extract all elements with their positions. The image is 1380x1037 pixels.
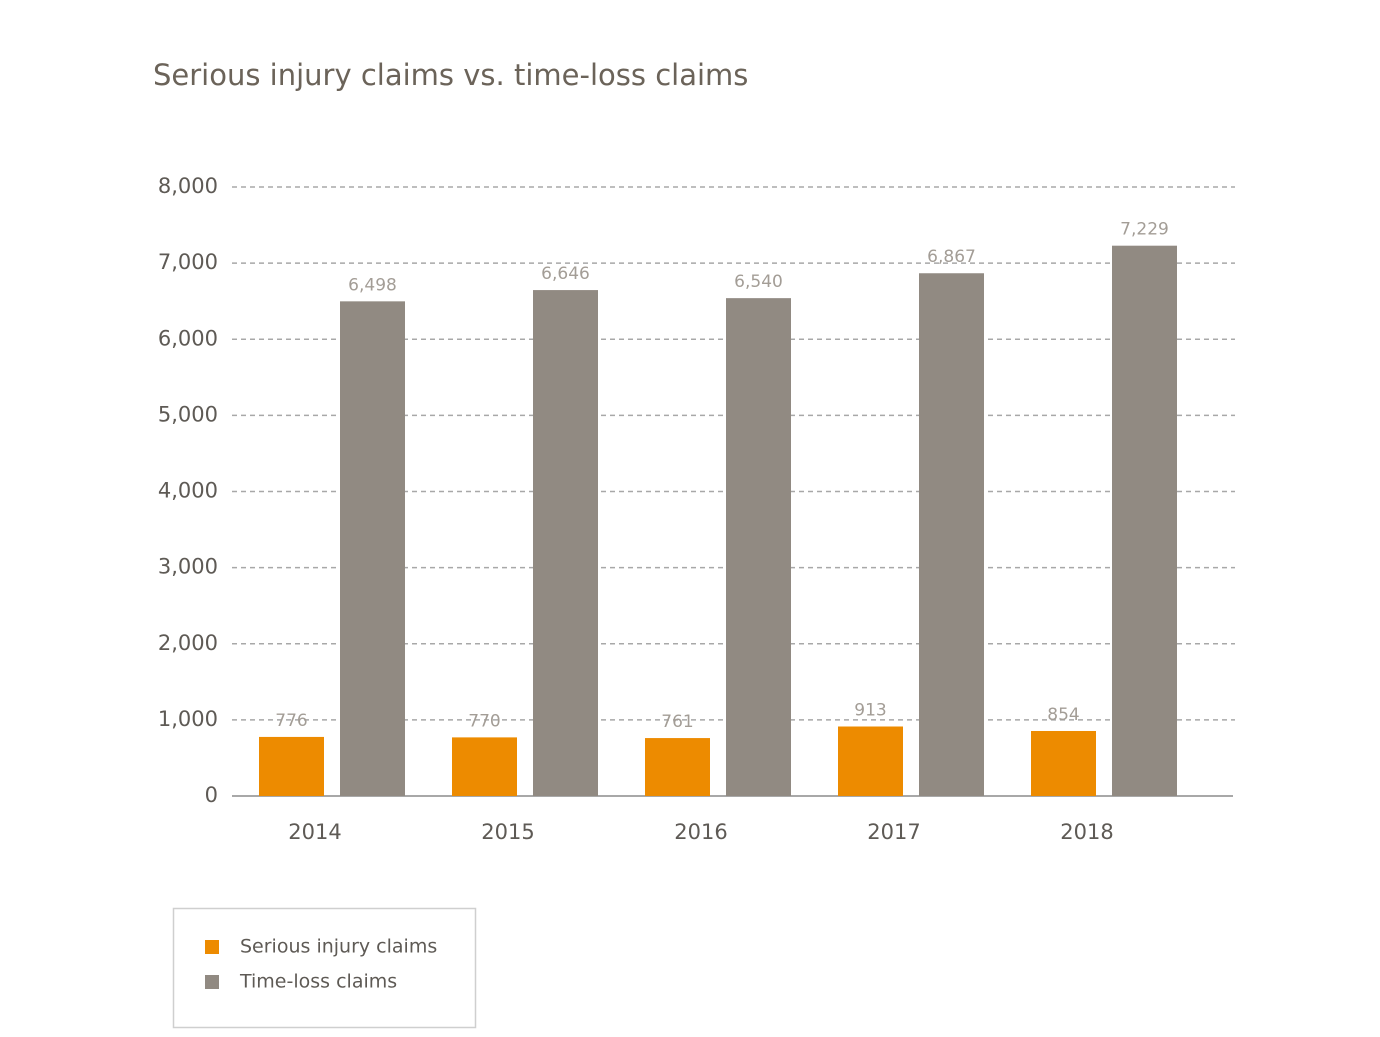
bar (838, 726, 903, 796)
legend-swatch (205, 975, 219, 989)
bar (1031, 730, 1096, 796)
bar (259, 736, 324, 796)
x-tick-label: 2018 (1060, 820, 1113, 844)
value-label: 6,867 (927, 247, 976, 267)
y-tick-label: 0 (205, 783, 218, 807)
legend-label: Time-loss claims (239, 971, 397, 993)
y-tick-label: 8,000 (158, 174, 218, 198)
value-label: 913 (854, 700, 886, 720)
value-label: 6,540 (734, 272, 783, 292)
x-tick-label: 2014 (288, 820, 341, 844)
y-tick-label: 5,000 (158, 402, 218, 426)
value-label: 7,229 (1120, 220, 1169, 240)
bar (645, 738, 710, 796)
bar (340, 301, 405, 796)
y-tick-label: 2,000 (158, 631, 218, 655)
bar (919, 273, 984, 796)
value-label: 854 (1047, 705, 1079, 725)
bar (533, 290, 598, 796)
legend-swatch (205, 940, 219, 954)
value-label: 6,498 (348, 275, 397, 295)
legend-box (172, 907, 477, 1029)
bar (452, 737, 517, 796)
bar (726, 298, 791, 796)
bar (1112, 245, 1177, 796)
legend-label: Serious injury claims (240, 936, 437, 958)
y-tick-label: 3,000 (158, 555, 218, 579)
y-tick-label: 4,000 (158, 479, 218, 503)
value-label: 761 (661, 712, 693, 732)
y-tick-label: 1,000 (158, 707, 218, 731)
value-label: 6,646 (541, 264, 590, 284)
x-tick-label: 2016 (674, 820, 727, 844)
chart-title: Serious injury claims vs. time-loss clai… (153, 58, 748, 92)
x-tick-label: 2017 (867, 820, 920, 844)
x-tick-label: 2015 (481, 820, 534, 844)
value-label: 776 (275, 711, 307, 731)
y-tick-label: 7,000 (158, 250, 218, 274)
value-label: 770 (468, 711, 500, 731)
y-tick-label: 6,000 (158, 326, 218, 350)
